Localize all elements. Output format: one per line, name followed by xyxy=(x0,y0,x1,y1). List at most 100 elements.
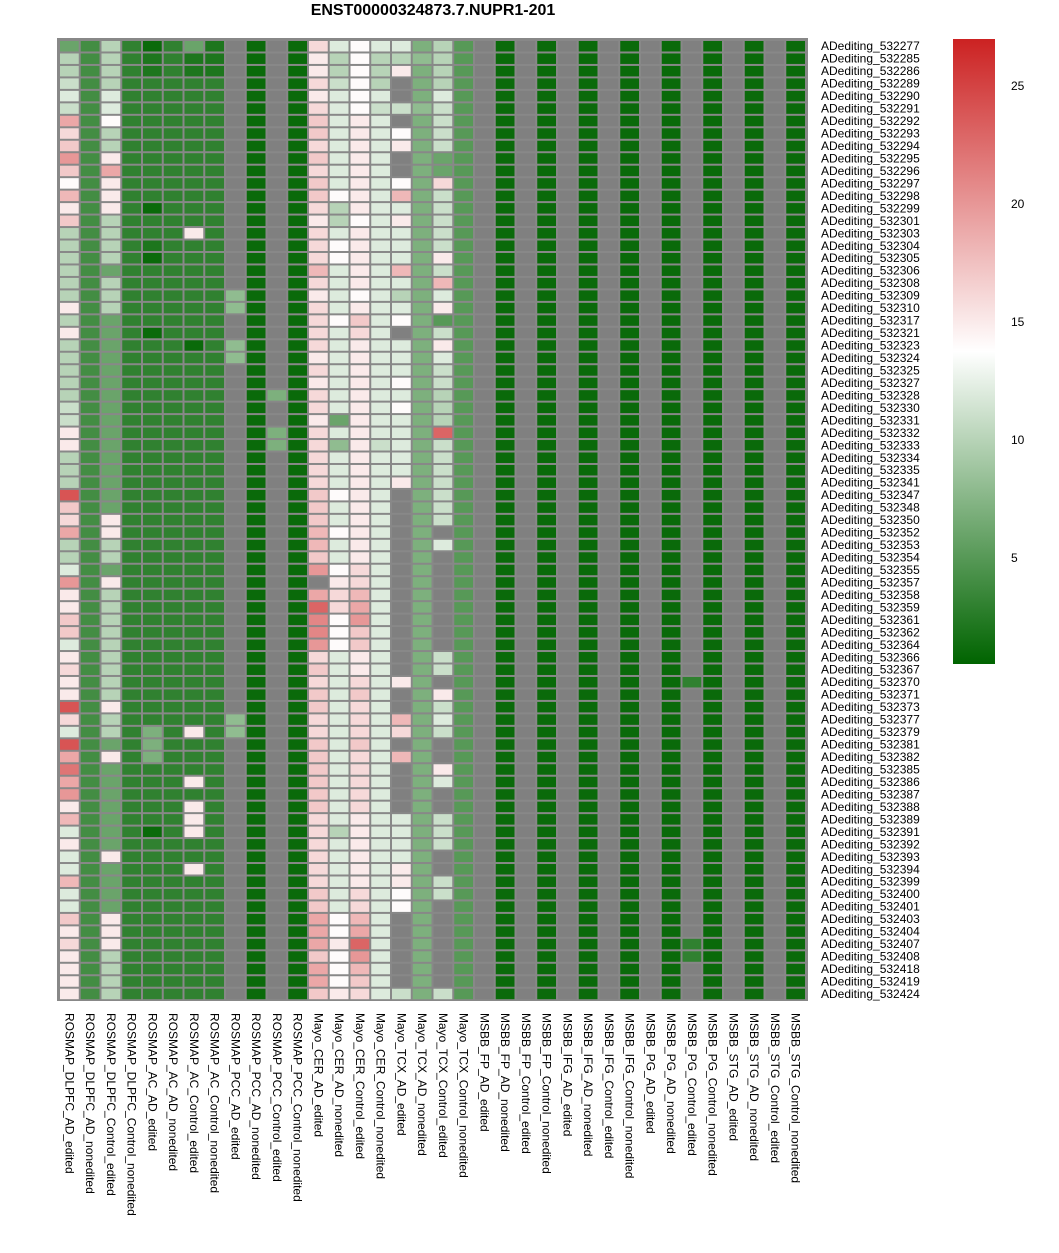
heatmap-cell xyxy=(392,315,411,326)
heatmap-cell xyxy=(558,514,577,526)
heatmap-cell xyxy=(599,664,619,675)
heatmap-cell xyxy=(495,115,515,127)
heatmap-cell xyxy=(516,277,536,289)
heatmap-cell xyxy=(412,963,432,975)
heatmap-cell xyxy=(246,502,266,513)
heatmap-cell xyxy=(392,265,411,276)
heatmap-cell xyxy=(246,315,266,326)
heatmap-cell xyxy=(682,951,702,962)
heatmap-cell xyxy=(60,477,79,488)
heatmap-cell xyxy=(495,664,515,675)
heatmap-cell xyxy=(288,415,307,426)
heatmap-cell xyxy=(143,390,162,401)
heatmap-cell xyxy=(682,652,702,663)
heatmap-cell xyxy=(309,464,328,476)
heatmap-cell xyxy=(578,938,598,950)
heatmap-cell xyxy=(205,876,224,887)
heatmap-cell xyxy=(122,502,141,513)
heatmap-cell xyxy=(350,464,370,476)
heatmap-cell xyxy=(163,277,183,289)
heatmap-cell xyxy=(329,527,349,538)
heatmap-cell xyxy=(516,851,536,863)
heatmap-cell xyxy=(620,190,639,202)
heatmap-cell xyxy=(661,589,681,601)
heatmap-cell xyxy=(765,864,785,875)
heatmap-cell xyxy=(744,290,764,301)
heatmap-cell xyxy=(454,440,473,451)
heatmap-cell xyxy=(246,415,266,426)
heatmap-cell xyxy=(288,502,307,513)
heatmap-cell xyxy=(412,103,432,114)
heatmap-cell xyxy=(620,53,639,64)
heatmap-cell xyxy=(558,826,577,838)
heatmap-cell xyxy=(433,302,453,314)
heatmap-cell xyxy=(786,726,805,738)
heatmap-cell xyxy=(661,564,681,576)
heatmap-cell xyxy=(599,477,619,488)
heatmap-cell xyxy=(661,252,681,264)
heatmap-cell xyxy=(309,627,328,638)
heatmap-cell xyxy=(661,402,681,414)
heatmap-cell xyxy=(80,876,100,887)
row-label: ADediting_532391 xyxy=(821,825,920,839)
heatmap-cell xyxy=(184,839,204,850)
heatmap-cell xyxy=(371,203,390,214)
heatmap-cell xyxy=(60,602,79,613)
heatmap-cell xyxy=(205,352,224,364)
heatmap-cell xyxy=(558,302,577,314)
row-label: ADediting_532399 xyxy=(821,875,920,889)
row-label: ADediting_532295 xyxy=(821,151,920,165)
heatmap-cell xyxy=(371,901,390,912)
heatmap-cell xyxy=(163,552,183,563)
row-label: ADediting_532350 xyxy=(821,513,920,527)
heatmap-cell xyxy=(163,464,183,476)
heatmap-cell xyxy=(516,864,536,875)
heatmap-cell xyxy=(475,165,494,177)
heatmap-cell xyxy=(475,652,494,663)
column-label: MSBB_FP_Control_edited xyxy=(519,1013,533,1154)
heatmap-cell xyxy=(143,888,162,900)
heatmap-cell xyxy=(724,602,743,613)
heatmap-cell xyxy=(267,190,287,202)
heatmap-cell xyxy=(558,352,577,364)
heatmap-cell xyxy=(412,115,432,127)
heatmap-cell xyxy=(744,801,764,813)
heatmap-cell xyxy=(350,639,370,651)
heatmap-cell xyxy=(60,689,79,700)
heatmap-cell xyxy=(765,963,785,975)
heatmap-cell xyxy=(412,165,432,177)
heatmap-cell xyxy=(371,739,390,750)
heatmap-cell xyxy=(350,377,370,389)
heatmap-cell xyxy=(350,477,370,488)
heatmap-cell xyxy=(143,78,162,89)
heatmap-cell xyxy=(558,988,577,1000)
heatmap-cell xyxy=(412,701,432,713)
heatmap-cell xyxy=(143,864,162,875)
heatmap-cell xyxy=(516,951,536,962)
heatmap-cell xyxy=(475,252,494,264)
row-label: ADediting_532292 xyxy=(821,114,920,128)
heatmap-cell xyxy=(682,290,702,301)
heatmap-cell xyxy=(641,826,660,838)
heatmap-cell xyxy=(412,203,432,214)
heatmap-cell xyxy=(412,377,432,389)
heatmap-cell xyxy=(786,714,805,725)
heatmap-cell xyxy=(641,564,660,576)
heatmap-cell xyxy=(60,888,79,900)
heatmap-cell xyxy=(558,65,577,77)
heatmap-cell xyxy=(246,514,266,526)
heatmap-cell xyxy=(309,302,328,314)
heatmap-cell xyxy=(392,539,411,551)
heatmap-cell xyxy=(412,477,432,488)
heatmap-cell xyxy=(682,864,702,875)
heatmap-cell xyxy=(267,240,287,251)
heatmap-cell xyxy=(122,826,141,838)
heatmap-cell xyxy=(163,951,183,962)
heatmap-cell xyxy=(184,315,204,326)
heatmap-cell xyxy=(412,327,432,339)
heatmap-cell xyxy=(288,464,307,476)
heatmap-cell xyxy=(433,826,453,838)
row-label: ADediting_532321 xyxy=(821,326,920,340)
heatmap-cell xyxy=(184,390,204,401)
heatmap-cell xyxy=(80,327,100,339)
